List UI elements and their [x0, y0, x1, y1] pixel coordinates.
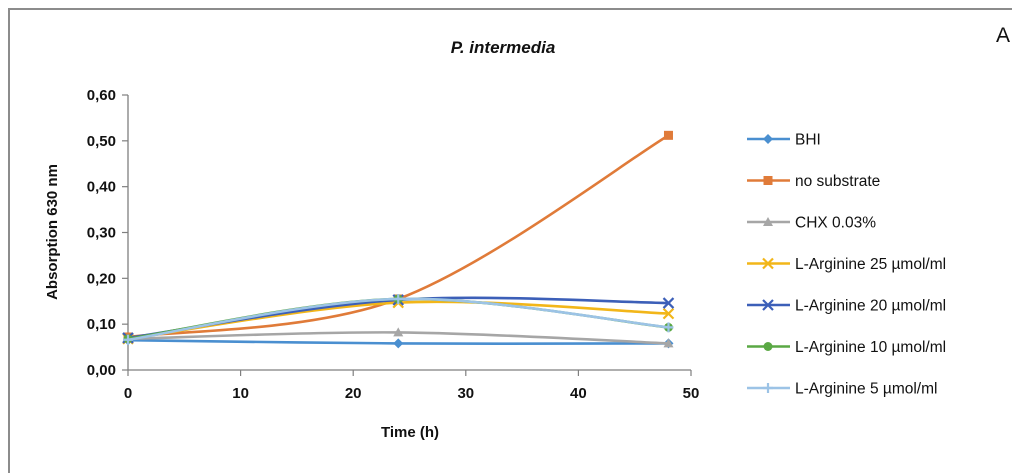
- series-line: [127, 134, 670, 339]
- legend-item: L-Arginine 25 µmol/ml: [747, 256, 946, 273]
- series-group: [122, 130, 675, 349]
- x-axis-title: Time (h): [381, 424, 439, 441]
- series-2: [123, 130, 673, 342]
- legend-item: L-Arginine 20 µmol/ml: [747, 298, 946, 315]
- tick-labels: 0,00 0,10 0,20 0,30 0,40 0,50 0,60 0 10 20 30 40 50: [87, 87, 700, 402]
- data-point: [662, 307, 675, 320]
- x-tick-label: 30: [457, 385, 474, 402]
- legend-marker: [763, 134, 773, 144]
- legend-label: L-Arginine 20 µmol/ml: [795, 298, 946, 315]
- y-tick-label: 0,10: [87, 316, 116, 333]
- y-axis-title: Absorption 630 nm: [44, 164, 61, 300]
- x-tick-label: 50: [683, 385, 700, 402]
- chart-frame: [8, 8, 1012, 473]
- data-point: [393, 293, 404, 304]
- x-tick-label: 10: [232, 385, 249, 402]
- series-7: [123, 293, 674, 345]
- data-point: [393, 338, 404, 349]
- data-point: [123, 334, 133, 345]
- y-tick-label: 0,40: [87, 179, 116, 196]
- legend-marker: [763, 176, 773, 185]
- legend-marker: [762, 299, 774, 311]
- data-point: [663, 322, 674, 333]
- y-tick-label: 0,30: [87, 225, 116, 242]
- y-tick-label: 0,20: [87, 270, 116, 287]
- legend-marker: [762, 257, 774, 270]
- data-point: [663, 338, 674, 348]
- legend-label: no substrate: [795, 173, 880, 190]
- axes: [127, 95, 691, 371]
- x-tick-label: 20: [345, 385, 362, 402]
- chart-title: P. intermedia: [451, 38, 556, 57]
- data-point: [663, 130, 673, 140]
- y-tick-label: 0,60: [87, 87, 116, 104]
- legend-item: no substrate: [747, 173, 880, 190]
- legend-item: L-Arginine 10 µmol/ml: [747, 339, 946, 356]
- legend-item: CHX 0.03%: [747, 215, 876, 232]
- legend-label: L-Arginine 10 µmol/ml: [795, 339, 946, 356]
- legend-label: L-Arginine 5 µmol/ml: [795, 381, 937, 398]
- legend-label: BHI: [795, 132, 821, 149]
- legend-label: CHX 0.03%: [795, 215, 876, 232]
- legend-marker: [763, 342, 773, 351]
- legend-label: L-Arginine 25 µmol/ml: [795, 256, 946, 273]
- legend-item: BHI: [747, 132, 821, 149]
- legend-marker: [763, 383, 773, 393]
- data-point: [393, 327, 404, 337]
- panel-label: A: [996, 24, 1011, 47]
- legend-item: L-Arginine 5 µmol/ml: [747, 381, 937, 398]
- legend: BHI no substrate CHX 0.03% L-Arginine 25 µm…: [747, 132, 946, 398]
- legend-marker: [763, 217, 773, 226]
- x-tick-label: 40: [570, 385, 587, 402]
- data-point: [662, 297, 675, 309]
- x-tick-label: 0: [124, 385, 132, 402]
- y-tick-label: 0,00: [87, 362, 116, 379]
- y-tick-label: 0,50: [87, 133, 116, 150]
